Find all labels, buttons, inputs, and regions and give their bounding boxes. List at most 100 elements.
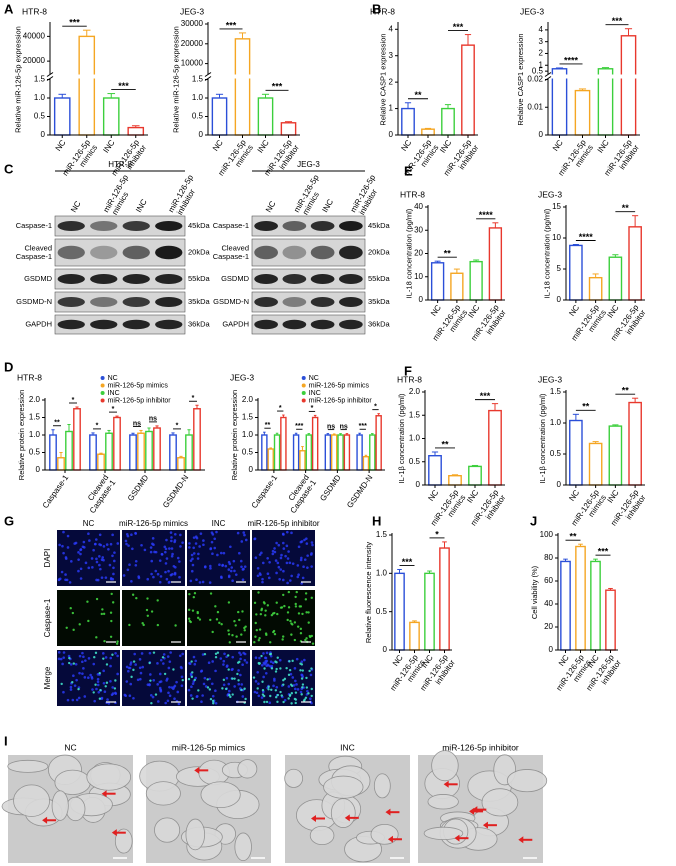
nucleus xyxy=(69,663,73,666)
nucleus xyxy=(92,548,95,552)
y-axis-label: Relative CASP1 expression xyxy=(516,33,525,125)
nucleus xyxy=(238,551,241,555)
nucleus xyxy=(194,542,198,545)
nucleus xyxy=(260,696,264,699)
y-axis-label: Relative CASP1 expression xyxy=(379,33,388,125)
nucleus xyxy=(95,557,98,561)
significance-label: ** xyxy=(582,402,590,412)
nucleus xyxy=(92,662,96,666)
significance-label: * xyxy=(96,423,99,430)
nucleus xyxy=(62,690,65,694)
bar xyxy=(574,89,591,136)
significance-label: ** xyxy=(444,249,452,259)
blot-band xyxy=(310,274,335,284)
chart-title: JEG-3 xyxy=(230,372,254,382)
x-tick-label: NC xyxy=(426,488,440,503)
y-tick-label: 2.0 xyxy=(409,387,421,396)
protein-size: 55kDa xyxy=(368,274,391,283)
nucleus xyxy=(79,567,83,571)
caspase-signal xyxy=(233,620,236,623)
nucleus xyxy=(94,542,97,546)
arrow-head xyxy=(42,816,48,824)
cell-outline xyxy=(200,781,241,809)
nucleus xyxy=(164,550,167,554)
nucleus xyxy=(253,690,257,694)
bar xyxy=(588,442,603,486)
nucleus xyxy=(150,559,154,563)
caspase-signal xyxy=(276,612,279,616)
nucleus xyxy=(302,565,305,569)
y-tick-label: 30000 xyxy=(181,19,204,28)
nucleus xyxy=(286,581,289,585)
x-tick-label: INC xyxy=(605,303,620,320)
nucleus xyxy=(282,541,285,545)
cell-outline xyxy=(370,823,399,845)
nucleus xyxy=(306,566,309,569)
caspase-signal xyxy=(68,661,71,665)
nucleus xyxy=(194,676,197,680)
y-tick-label: 10000 xyxy=(181,59,204,68)
caspase-signal xyxy=(299,627,303,631)
protein-label: Caspase-1 xyxy=(16,221,52,230)
caspase-signal xyxy=(289,619,292,623)
nucleus xyxy=(241,695,245,698)
caspase-signal xyxy=(252,676,256,679)
caspase-signal xyxy=(282,683,285,686)
caspase-signal xyxy=(128,623,131,627)
y-tick-label: 0 xyxy=(383,645,388,654)
caspase-signal xyxy=(191,671,194,674)
caspase-signal xyxy=(287,697,290,700)
nucleus xyxy=(165,577,169,581)
y-axis-label: IL-1β concentration (pg/ml) xyxy=(397,393,406,483)
caspase-signal xyxy=(209,697,213,701)
nucleus xyxy=(112,572,115,576)
y-tick-label: 0.5 xyxy=(34,112,46,121)
nucleus xyxy=(275,541,278,545)
nucleus xyxy=(164,547,168,551)
nucleus xyxy=(306,689,309,693)
nucleus xyxy=(69,688,73,691)
chart-title: JEG-3 xyxy=(538,374,562,384)
nucleus xyxy=(261,561,265,565)
bar xyxy=(49,434,57,471)
bar xyxy=(105,432,113,471)
blot-band xyxy=(254,221,278,231)
y-axis-label: Relative miR-126-5p expression xyxy=(13,26,22,133)
caspase-signal xyxy=(191,609,195,612)
nucleus xyxy=(73,684,77,687)
x-tick-label: Caspase-1 xyxy=(250,473,280,510)
panel-label: J xyxy=(530,513,537,528)
nucleus xyxy=(62,651,66,654)
bar xyxy=(401,107,415,136)
caspase-signal xyxy=(286,611,290,614)
y-tick-label: 20 xyxy=(414,249,423,258)
y-tick-label: 2.0 xyxy=(29,395,41,404)
caspase-signal xyxy=(222,678,226,682)
nucleus xyxy=(303,558,307,561)
caspase-signal xyxy=(300,677,304,680)
caspase-signal xyxy=(263,667,266,670)
cell-outline xyxy=(373,773,391,799)
nucleus xyxy=(78,654,82,658)
nucleus xyxy=(243,565,247,568)
caspase-signal xyxy=(307,692,310,695)
significance-label: * xyxy=(374,403,377,410)
caspase-signal xyxy=(163,672,167,676)
nucleus xyxy=(301,576,305,580)
caspase-signal xyxy=(273,632,277,636)
bar xyxy=(608,425,623,486)
nucleus xyxy=(104,656,108,659)
y-tick-label: 0.5 xyxy=(29,448,41,457)
nucleus xyxy=(73,542,77,545)
nucleus xyxy=(60,570,64,574)
arrow-head xyxy=(194,766,200,774)
caspase-signal xyxy=(102,657,105,660)
caspase-signal xyxy=(190,675,194,679)
bar xyxy=(127,126,145,136)
blot-band xyxy=(90,319,118,330)
bar xyxy=(234,38,251,136)
caspase-signal xyxy=(272,630,275,634)
bar xyxy=(145,430,153,471)
lane-label: miR-126-5p inhibitor xyxy=(167,173,204,219)
nucleus xyxy=(196,557,200,560)
